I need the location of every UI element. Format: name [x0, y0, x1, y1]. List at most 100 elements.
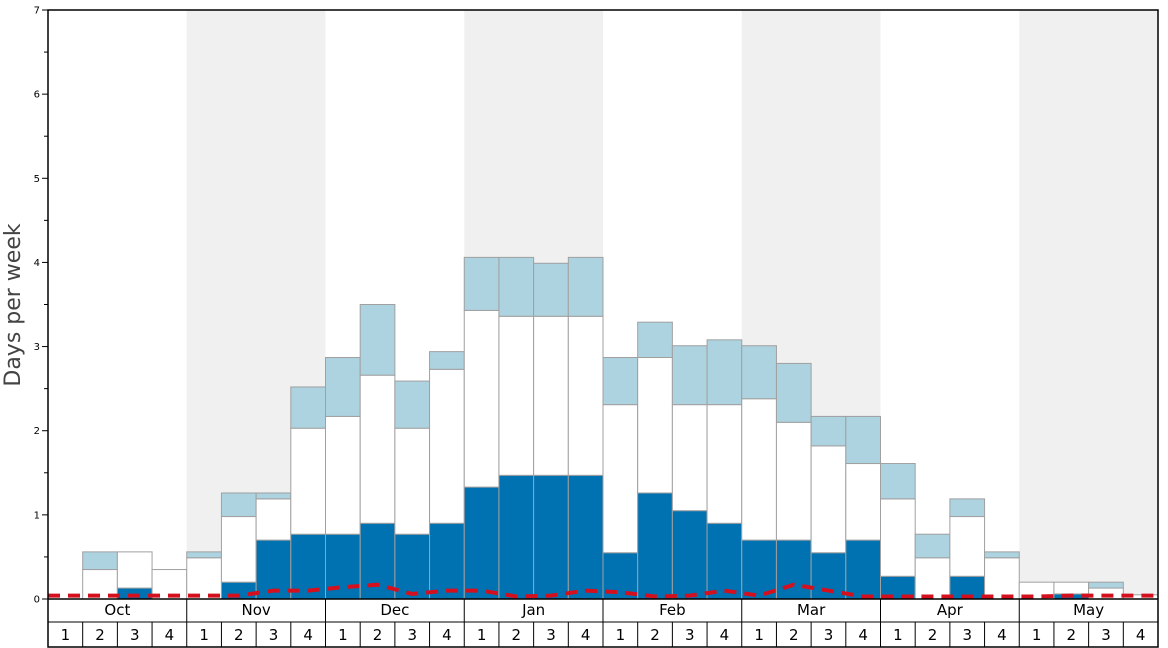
week-label-10: 2 [373, 626, 383, 644]
month-label-apr: Apr [937, 601, 964, 619]
plot-frame [47, 9, 1159, 648]
dashed-line-series [48, 582, 1158, 599]
bar-white-6 [220, 516, 257, 583]
bar-dark-20 [706, 522, 743, 600]
week-label-9: 1 [338, 626, 348, 644]
bar-light-26 [914, 533, 951, 559]
bar-light-19 [671, 345, 708, 406]
bar-light-11 [394, 380, 431, 429]
week-label-11: 3 [407, 626, 417, 644]
month-label-jan: Jan [521, 601, 545, 619]
bar-light-12 [429, 351, 465, 370]
week-label-29: 1 [1032, 626, 1042, 644]
bar-light-5 [186, 551, 222, 559]
bar-white-30 [1053, 581, 1090, 595]
bar-white-23 [810, 445, 847, 554]
bar-white-14 [498, 315, 535, 476]
week-label-2: 2 [95, 626, 105, 644]
bar-light-20 [706, 339, 743, 406]
bar-dark-21 [741, 539, 777, 600]
bar-light-28 [984, 551, 1020, 559]
bar-white-3 [116, 551, 153, 589]
week-label-17: 1 [616, 626, 626, 644]
bar-light-17 [602, 357, 639, 406]
bar-light-21 [741, 345, 777, 400]
y-tick-label-2: 2 [34, 426, 40, 437]
bar-white-11 [394, 427, 431, 535]
bar-white-26 [914, 557, 951, 600]
week-label-15: 3 [546, 626, 556, 644]
week-label-13: 1 [477, 626, 487, 644]
bar-dark-15 [533, 474, 569, 600]
week-label-8: 4 [303, 626, 313, 644]
bar-white-12 [429, 368, 465, 524]
y-axis-label: Days per week [1, 223, 26, 386]
bar-white-21 [741, 398, 777, 541]
month-label-oct: Oct [104, 601, 130, 619]
week-label-7: 3 [269, 626, 279, 644]
week-label-23: 3 [824, 626, 834, 644]
bar-white-5 [186, 557, 222, 600]
dashed-line [48, 582, 1158, 599]
week-label-24: 4 [858, 626, 868, 644]
bar-light-22 [775, 362, 812, 423]
bar-light-6 [220, 492, 257, 518]
week-label-3: 3 [130, 626, 140, 644]
bar-dark-18 [637, 492, 673, 600]
month-label-nov: Nov [241, 601, 270, 619]
bar-white-13 [463, 309, 500, 488]
bar-dark-13 [463, 486, 500, 600]
bar-white-17 [602, 404, 639, 554]
week-label-31: 3 [1101, 626, 1111, 644]
y-tick-label-3: 3 [34, 342, 40, 353]
y-tick-label-6: 6 [34, 90, 40, 101]
week-label-30: 2 [1067, 626, 1077, 644]
bar-white-25 [880, 498, 916, 577]
bar-dark-24 [845, 539, 881, 600]
bar-white-20 [706, 404, 743, 524]
bar-white-27 [949, 516, 986, 577]
bar-white-7 [255, 498, 292, 541]
week-label-5: 1 [199, 626, 209, 644]
bar-light-10 [359, 304, 396, 376]
week-label-22: 2 [789, 626, 799, 644]
bar-light-23 [810, 415, 847, 447]
bar-white-18 [637, 357, 673, 494]
week-label-27: 3 [962, 626, 972, 644]
bar-light-25 [880, 463, 916, 500]
bar-white-8 [290, 427, 326, 535]
week-label-1: 1 [61, 626, 71, 644]
bar-light-14 [498, 256, 535, 317]
bar-light-2 [82, 551, 118, 571]
month-band-may [1019, 10, 1158, 599]
bar-white-22 [775, 421, 812, 541]
bar-light-15 [533, 262, 569, 317]
week-label-18: 2 [650, 626, 660, 644]
week-label-25: 1 [893, 626, 903, 644]
month-label-dec: Dec [380, 601, 409, 619]
week-label-21: 1 [754, 626, 764, 644]
week-label-19: 3 [685, 626, 695, 644]
bar-light-31 [1088, 581, 1124, 589]
bar-light-13 [463, 256, 500, 311]
bar-white-28 [984, 557, 1020, 600]
week-label-14: 2 [512, 626, 522, 644]
bar-light-8 [290, 386, 326, 429]
bar-light-24 [845, 415, 881, 465]
week-label-16: 4 [581, 626, 591, 644]
month-label-feb: Feb [659, 601, 686, 619]
week-label-4: 4 [165, 626, 175, 644]
week-label-20: 4 [720, 626, 730, 644]
bar-dark-16 [567, 474, 604, 600]
bar-dark-19 [671, 510, 708, 600]
bar-white-24 [845, 463, 881, 541]
bar-white-19 [671, 404, 708, 512]
week-label-12: 4 [442, 626, 452, 644]
bar-dark-11 [394, 533, 431, 600]
y-axis: 0 1 2 3 4 5 6 7 [34, 6, 48, 606]
bar-light-27 [949, 498, 986, 518]
bar-dark-22 [775, 539, 812, 600]
y-tick-label-1: 1 [34, 510, 40, 521]
bar-dark-14 [498, 474, 535, 600]
month-label-mar: Mar [797, 601, 826, 619]
